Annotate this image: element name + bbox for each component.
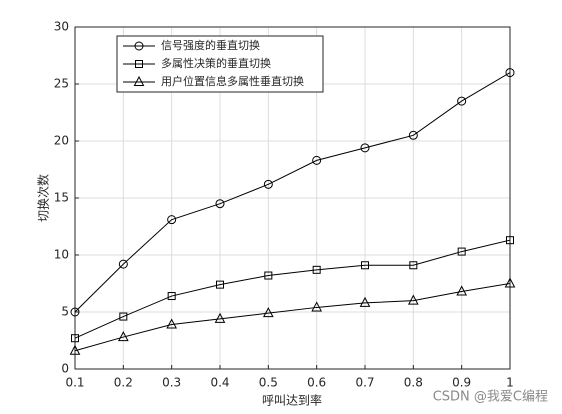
data-point bbox=[216, 280, 224, 289]
data-point bbox=[215, 199, 225, 209]
y-tick-label: 20 bbox=[54, 134, 69, 148]
x-tick-label: 0.7 bbox=[355, 376, 374, 390]
data-point bbox=[118, 331, 129, 342]
x-tick-label: 0.3 bbox=[162, 376, 181, 390]
legend-marker bbox=[134, 41, 144, 51]
data-point bbox=[312, 155, 322, 165]
data-point bbox=[70, 307, 80, 317]
data-point bbox=[409, 261, 418, 270]
data-point bbox=[214, 312, 226, 323]
data-point bbox=[506, 236, 514, 245]
data-point bbox=[457, 247, 466, 256]
legend-label: 多属性决策的垂直切换 bbox=[161, 56, 271, 70]
data-point bbox=[167, 215, 177, 225]
y-tick-label: 0 bbox=[61, 362, 69, 376]
x-axis-label: 呼叫达到率 bbox=[262, 393, 322, 408]
series-line bbox=[74, 239, 511, 339]
data-point bbox=[311, 301, 322, 312]
legend-marker bbox=[133, 75, 145, 86]
data-point bbox=[167, 292, 176, 301]
x-tick-label: 0.8 bbox=[404, 376, 423, 390]
data-point bbox=[360, 143, 370, 153]
y-tick-label: 25 bbox=[54, 77, 69, 91]
watermark: CSDN @我爱C编程 bbox=[433, 390, 548, 405]
x-tick-label: 0.5 bbox=[259, 376, 278, 390]
series-line bbox=[74, 72, 511, 313]
legend-label: 信号强度的垂直切换 bbox=[161, 38, 260, 52]
data-point bbox=[69, 344, 81, 355]
y-tick-label: 5 bbox=[61, 305, 69, 319]
data-point bbox=[263, 179, 273, 189]
x-tick-label: 0.1 bbox=[65, 376, 84, 390]
data-point bbox=[119, 312, 128, 321]
y-tick-label: 30 bbox=[54, 20, 69, 34]
data-point bbox=[361, 261, 369, 270]
x-tick-label: 0.4 bbox=[210, 376, 229, 390]
x-tick-label: 0.6 bbox=[307, 376, 326, 390]
x-tick-label: 0.9 bbox=[452, 376, 471, 390]
data-point bbox=[457, 96, 467, 106]
legend-marker bbox=[135, 60, 143, 68]
data-point bbox=[359, 296, 371, 307]
x-tick-label: 0.2 bbox=[114, 376, 133, 390]
data-point bbox=[118, 259, 128, 269]
data-point bbox=[263, 307, 274, 318]
data-point bbox=[166, 318, 177, 329]
legend-label: 用户位置信息多属性垂直切换 bbox=[161, 74, 304, 88]
y-tick-label: 10 bbox=[54, 248, 69, 262]
data-point bbox=[408, 294, 419, 305]
data-point bbox=[504, 277, 516, 288]
data-point bbox=[505, 68, 515, 78]
data-point bbox=[456, 285, 467, 296]
data-point bbox=[408, 130, 418, 140]
y-axis-label: 切换次数 bbox=[36, 174, 51, 222]
data-point bbox=[312, 265, 321, 274]
axes-box bbox=[74, 26, 511, 370]
data-point bbox=[71, 334, 79, 343]
y-tick-label: 15 bbox=[54, 191, 69, 205]
series-line bbox=[74, 283, 511, 352]
data-point bbox=[264, 271, 273, 280]
x-tick-label: 1 bbox=[506, 376, 514, 390]
